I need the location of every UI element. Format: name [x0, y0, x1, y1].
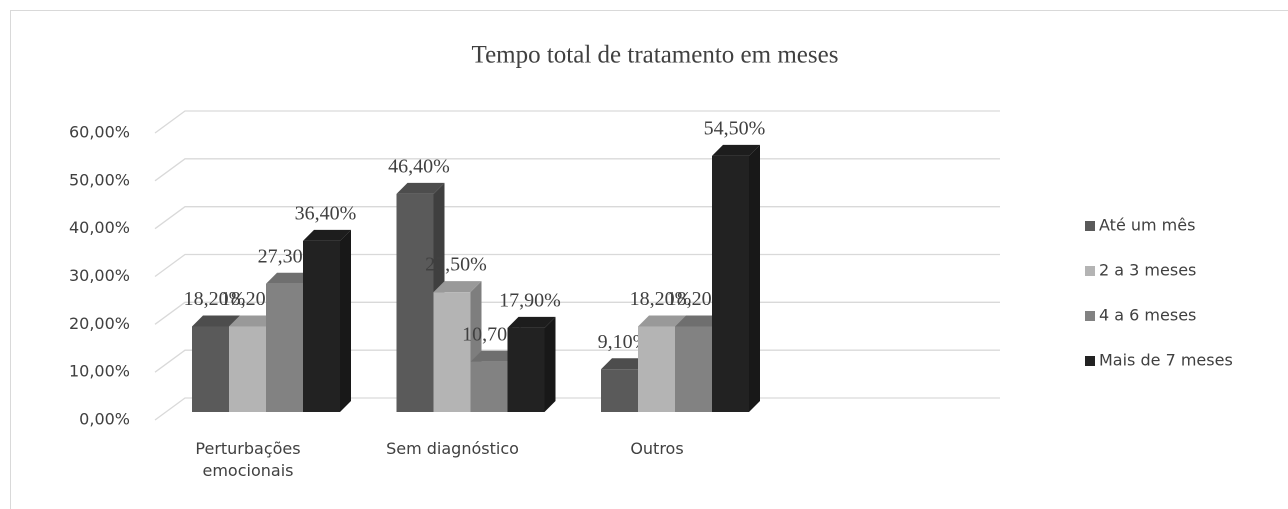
data-label: 17,90% — [499, 289, 561, 311]
chart-border — [10, 10, 1288, 509]
bar-top — [396, 182, 445, 194]
legend-swatch — [1085, 311, 1095, 321]
y-tick-label: 10,00% — [69, 362, 130, 381]
bar-front — [433, 292, 471, 412]
bar-front — [229, 326, 266, 412]
bar — [507, 316, 556, 412]
bar-top — [433, 281, 482, 293]
legend-label: 4 a 6 meses — [1099, 306, 1196, 325]
bar-front — [507, 327, 545, 412]
bar-front — [712, 155, 749, 412]
legend-label: Mais de 7 meses — [1099, 351, 1233, 370]
data-label: 18,20% — [184, 288, 246, 310]
bar-front — [303, 240, 340, 412]
bar-front — [266, 283, 303, 412]
bar-front — [675, 326, 712, 412]
bar-front — [601, 369, 638, 412]
bar — [433, 281, 482, 412]
bar-top — [601, 358, 649, 370]
legend-swatch — [1085, 221, 1095, 231]
bar-front — [396, 193, 434, 412]
y-tick-label: 30,00% — [69, 266, 130, 285]
bar-side — [544, 316, 556, 412]
y-tick-label: 60,00% — [69, 123, 130, 142]
y-tick-label: 20,00% — [69, 314, 130, 333]
data-label: 18,20% — [630, 288, 692, 310]
bar-top — [192, 315, 240, 327]
bar-top — [675, 315, 723, 327]
bar-front — [638, 326, 675, 412]
x-tick-label: Outros — [630, 439, 684, 458]
bar-top — [712, 144, 760, 156]
legend-swatch — [1085, 266, 1095, 276]
data-label: 25,50% — [425, 254, 487, 276]
data-label: 54,50% — [704, 117, 766, 139]
y-tick-label: 0,00% — [79, 410, 130, 429]
bar-top — [507, 316, 556, 328]
legend-swatch — [1085, 356, 1095, 366]
chart-title: Tempo total de tratamento em meses — [472, 42, 839, 69]
bar — [303, 229, 351, 412]
y-tick-label: 40,00% — [69, 218, 130, 237]
data-label: 46,40% — [388, 156, 450, 178]
bar-side — [749, 144, 760, 412]
grid-line — [154, 110, 1000, 134]
bar-top — [303, 229, 351, 241]
legend-label: 2 a 3 meses — [1099, 261, 1196, 280]
grid-line — [154, 206, 1000, 230]
bar-top — [638, 315, 686, 327]
legend-label: Até um mês — [1099, 216, 1195, 235]
bar-front — [192, 326, 229, 412]
x-tick-label: Perturbações emocionais — [195, 439, 301, 480]
data-label: 9,10% — [598, 331, 650, 353]
bar-top — [229, 315, 277, 327]
bar-front — [470, 361, 508, 412]
data-label: 36,40% — [295, 203, 357, 225]
bar-top — [470, 350, 519, 362]
grid-line — [154, 158, 1000, 182]
bar-top — [266, 272, 314, 284]
bar — [712, 144, 760, 412]
x-tick-label: Sem diagnóstico — [386, 439, 519, 458]
bar — [470, 350, 519, 412]
bar-side — [340, 229, 351, 412]
y-tick-label: 50,00% — [69, 170, 130, 189]
